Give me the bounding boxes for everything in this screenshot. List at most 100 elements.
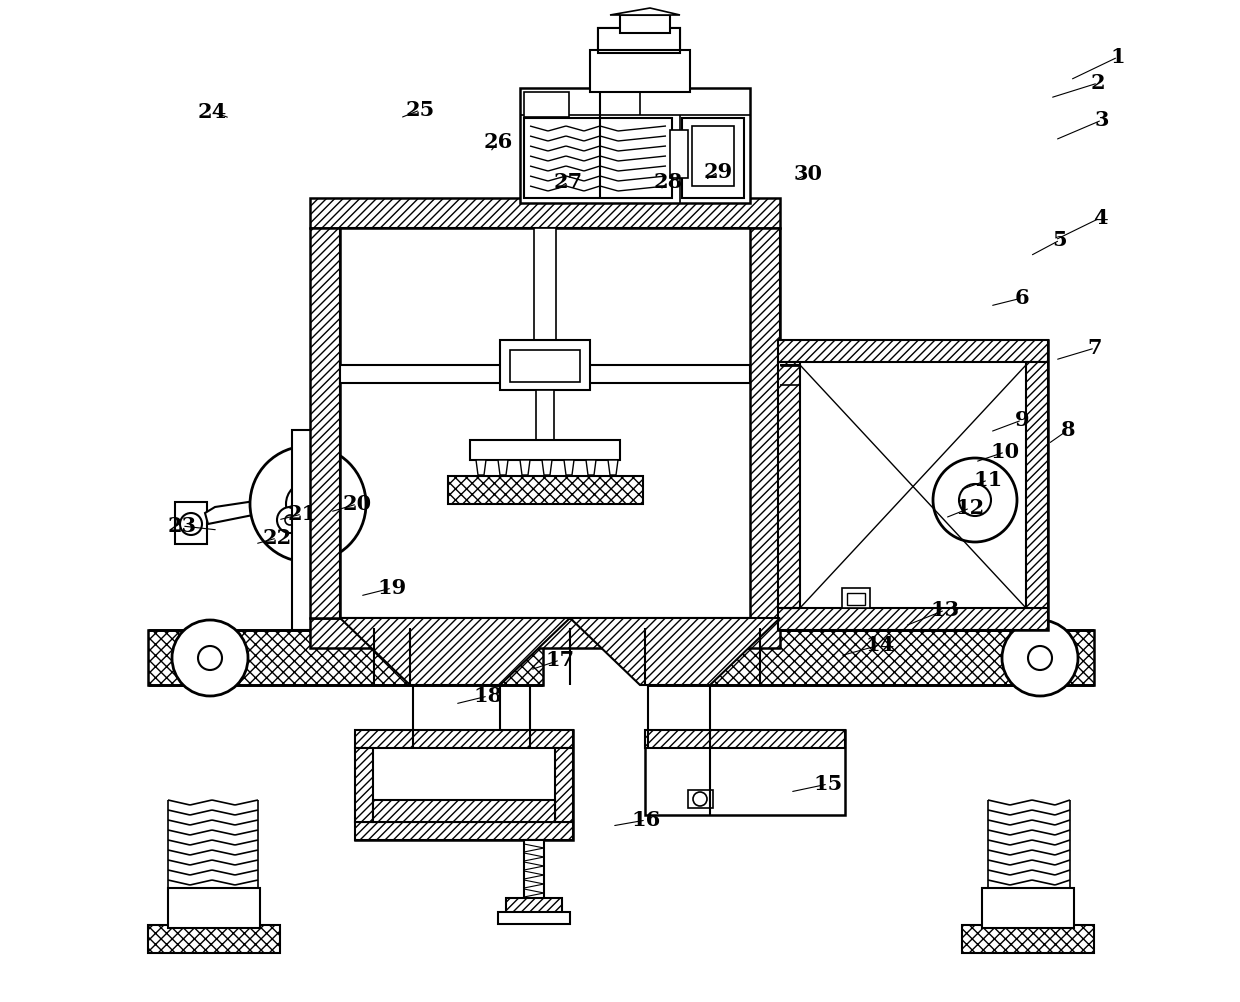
Polygon shape	[598, 28, 680, 50]
Bar	[1025, 362, 1048, 608]
Bar	[373, 800, 556, 822]
Text: 5: 5	[1053, 230, 1068, 250]
Circle shape	[180, 513, 202, 535]
Bar	[310, 618, 780, 648]
Text: 3: 3	[1095, 110, 1110, 130]
Bar	[598, 28, 680, 53]
Bar	[355, 822, 573, 840]
Bar	[645, 730, 844, 815]
Bar	[649, 630, 1094, 685]
Bar	[355, 730, 573, 840]
Text: 12: 12	[955, 498, 985, 518]
Bar	[688, 790, 713, 808]
Bar	[590, 50, 689, 92]
Bar	[340, 365, 750, 383]
Bar	[692, 126, 734, 186]
Bar	[777, 340, 1048, 630]
Polygon shape	[610, 8, 680, 15]
Circle shape	[277, 507, 303, 533]
Polygon shape	[205, 498, 278, 524]
Text: 15: 15	[813, 774, 843, 794]
Bar	[520, 88, 750, 203]
Text: 21: 21	[288, 504, 316, 524]
Text: 10: 10	[991, 442, 1019, 462]
Text: 17: 17	[546, 650, 574, 670]
Bar	[498, 912, 570, 924]
Bar	[355, 730, 573, 748]
Bar	[556, 748, 573, 822]
Bar	[536, 390, 554, 440]
Text: 13: 13	[930, 600, 960, 620]
Circle shape	[693, 792, 707, 806]
Bar	[510, 350, 580, 382]
Bar	[500, 340, 590, 390]
Bar	[470, 440, 620, 460]
Circle shape	[285, 515, 295, 525]
Bar	[847, 593, 866, 605]
Circle shape	[932, 458, 1017, 542]
Polygon shape	[520, 460, 529, 475]
Bar	[148, 925, 280, 953]
Text: 2: 2	[1091, 73, 1105, 93]
Text: 18: 18	[474, 686, 502, 706]
Bar	[355, 748, 373, 822]
Bar	[448, 476, 644, 504]
Polygon shape	[476, 460, 486, 475]
Text: 14: 14	[866, 635, 894, 655]
Text: 25: 25	[405, 100, 435, 120]
Text: 20: 20	[342, 494, 372, 514]
Bar	[682, 118, 744, 198]
Circle shape	[250, 446, 366, 562]
Circle shape	[1002, 620, 1078, 696]
Text: 9: 9	[1014, 410, 1029, 430]
Polygon shape	[498, 460, 508, 475]
Bar	[777, 362, 800, 608]
Text: 6: 6	[1014, 288, 1029, 308]
Polygon shape	[587, 460, 596, 475]
Bar	[148, 630, 543, 685]
Polygon shape	[542, 460, 552, 475]
Circle shape	[959, 484, 991, 516]
Polygon shape	[340, 618, 570, 685]
Text: 22: 22	[263, 528, 291, 548]
Bar	[291, 430, 324, 630]
Bar	[982, 888, 1074, 928]
Bar	[777, 340, 1048, 362]
Text: 29: 29	[703, 162, 733, 182]
Bar	[175, 502, 207, 544]
Circle shape	[198, 646, 222, 670]
Circle shape	[286, 482, 330, 526]
Bar	[962, 925, 1094, 953]
Bar	[777, 608, 1048, 630]
Polygon shape	[608, 460, 618, 475]
Bar	[645, 730, 844, 748]
Bar	[310, 228, 340, 618]
Text: 8: 8	[1060, 420, 1075, 440]
Text: 23: 23	[167, 516, 197, 536]
Bar	[167, 888, 260, 928]
Circle shape	[1028, 646, 1052, 670]
Text: 27: 27	[553, 172, 583, 192]
Circle shape	[172, 620, 248, 696]
Text: 1: 1	[1111, 47, 1126, 67]
Bar	[620, 15, 670, 33]
Text: 7: 7	[1087, 338, 1102, 358]
Polygon shape	[570, 618, 780, 685]
Text: 28: 28	[653, 172, 682, 192]
Bar	[525, 840, 544, 900]
Bar	[525, 92, 569, 117]
Bar	[525, 118, 672, 198]
Bar	[534, 228, 556, 365]
Text: 11: 11	[973, 470, 1003, 490]
Bar	[670, 130, 688, 178]
Text: 16: 16	[631, 810, 661, 830]
Text: 26: 26	[484, 132, 512, 152]
Text: 4: 4	[1092, 208, 1107, 228]
Bar	[750, 228, 780, 618]
Text: 19: 19	[377, 578, 407, 598]
Bar	[842, 588, 870, 608]
Polygon shape	[564, 460, 574, 475]
Text: 30: 30	[794, 164, 822, 184]
Bar	[310, 198, 780, 228]
Text: 24: 24	[197, 102, 227, 122]
